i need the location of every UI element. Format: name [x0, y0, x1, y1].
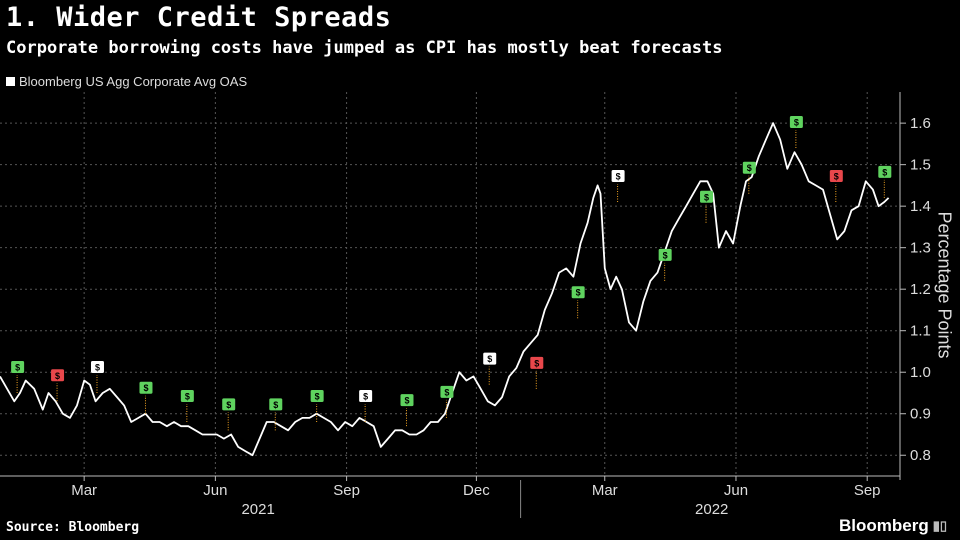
cpi-markers: $ $ $ $ $ $ $ $ $ $ $ $ $ $ $ $ $ $ $ $ $ — [11, 116, 892, 431]
y-tick-label: 1.3 — [910, 240, 931, 257]
chart-title: 1. Wider Credit Spreads — [6, 2, 392, 33]
source-note: Source: Bloomberg — [6, 520, 140, 535]
flag-body — [611, 170, 625, 183]
y-tick-label: 0.9 — [910, 406, 931, 423]
cpi-flag-marker: $ — [611, 170, 625, 203]
cpi-flag-marker: $ — [51, 369, 65, 402]
x-tick-label: Mar — [71, 482, 97, 499]
chart-subtitle: Corporate borrowing costs have jumped as… — [6, 38, 723, 58]
x-tick-label: Dec — [463, 482, 490, 499]
cpi-flag-marker: $ — [789, 116, 803, 149]
flag-body — [440, 385, 454, 398]
flag-body — [483, 352, 497, 365]
flag-body — [310, 390, 324, 403]
cpi-flag-marker: $ — [700, 190, 714, 223]
cpi-flag-marker: $ — [139, 381, 153, 414]
dollar-icon: $ — [704, 192, 709, 202]
cpi-flag-marker: $ — [222, 398, 236, 431]
legend: Bloomberg US Agg Corporate Avg OAS — [6, 74, 247, 89]
flag-body — [139, 381, 153, 394]
cpi-flag-marker: $ — [742, 161, 756, 194]
dollar-icon: $ — [663, 250, 668, 260]
dollar-icon: $ — [15, 362, 20, 372]
bar-chart-icon: ▮▯ — [932, 518, 948, 533]
cpi-flag-marker: $ — [359, 390, 373, 423]
flag-body — [658, 248, 672, 261]
cpi-flag-marker: $ — [571, 286, 585, 319]
cpi-flag-marker: $ — [90, 360, 104, 393]
flag-body — [700, 190, 714, 203]
flag-body — [90, 360, 104, 373]
year-label: 2021 — [241, 501, 274, 518]
y-tick-label: 1.6 — [910, 115, 931, 132]
series-layer — [0, 122, 890, 457]
legend-label: Bloomberg US Agg Corporate Avg OAS — [19, 74, 248, 89]
cpi-flag-marker: $ — [483, 352, 497, 385]
bloomberg-logo: Bloomberg ▮▯ — [839, 516, 947, 536]
flag-body — [400, 394, 414, 407]
flag-body — [789, 116, 803, 129]
brand-name: Bloomberg — [839, 516, 929, 535]
flag-body — [222, 398, 236, 411]
flag-body — [530, 356, 544, 369]
y-axis-label: Percentage Points — [934, 211, 955, 359]
y-axis: 0.8 0.9 1.0 1.1 1.2 1.3 1.4 1.5 1.6 — [899, 92, 931, 480]
cpi-flag-marker: $ — [180, 390, 194, 423]
cpi-flag-marker: $ — [11, 360, 25, 393]
x-axis: Mar Jun Sep Dec Mar Jun Sep 2021 2022 — [0, 475, 900, 518]
dollar-icon: $ — [363, 392, 368, 402]
flag-body — [742, 161, 756, 174]
x-tick-label: Jun — [724, 482, 748, 499]
dollar-icon: $ — [444, 387, 449, 397]
cpi-flag-marker: $ — [530, 356, 544, 389]
year-label: 2022 — [695, 501, 728, 518]
cpi-flag-marker: $ — [658, 248, 672, 281]
y-tick-label: 1.0 — [910, 364, 931, 381]
cpi-flag-marker: $ — [440, 385, 454, 418]
dollar-icon: $ — [226, 400, 231, 410]
y-tick-label: 1.5 — [910, 157, 931, 174]
flag-body — [180, 390, 194, 403]
dollar-icon: $ — [95, 362, 100, 372]
dollar-icon: $ — [534, 358, 539, 368]
flag-body — [11, 360, 25, 373]
series-line — [0, 122, 890, 457]
legend-swatch — [6, 77, 15, 86]
dollar-icon: $ — [747, 163, 752, 173]
dollar-icon: $ — [794, 118, 799, 128]
cpi-flag-marker: $ — [269, 398, 283, 431]
x-tick-label: Sep — [854, 482, 881, 499]
dollar-icon: $ — [55, 371, 60, 381]
dollar-icon: $ — [576, 288, 581, 298]
dollar-icon: $ — [185, 392, 190, 402]
flag-body — [51, 369, 65, 382]
flag-body — [571, 286, 585, 299]
dollar-icon: $ — [834, 172, 839, 182]
x-tick-label: Sep — [333, 482, 360, 499]
cpi-flag-marker: $ — [400, 394, 414, 427]
flag-body — [359, 390, 373, 403]
flag-body — [878, 165, 892, 178]
gridlines — [0, 92, 900, 476]
dollar-icon: $ — [487, 354, 492, 364]
dollar-icon: $ — [404, 396, 409, 406]
y-tick-label: 1.2 — [910, 281, 931, 298]
x-tick-label: Jun — [203, 482, 227, 499]
flag-body — [829, 170, 843, 183]
dollar-icon: $ — [143, 383, 148, 393]
cpi-flag-marker: $ — [310, 390, 324, 423]
x-tick-label: Mar — [592, 482, 618, 499]
cpi-flag-marker: $ — [829, 170, 843, 203]
dollar-icon: $ — [882, 167, 887, 177]
y-tick-label: 1.4 — [910, 198, 931, 215]
y-tick-label: 1.1 — [910, 323, 931, 340]
y-tick-label: 0.8 — [910, 447, 931, 464]
cpi-flag-marker: $ — [878, 165, 892, 198]
dollar-icon: $ — [616, 172, 621, 182]
flag-body — [269, 398, 283, 411]
dollar-icon: $ — [315, 392, 320, 402]
dollar-icon: $ — [273, 400, 278, 410]
